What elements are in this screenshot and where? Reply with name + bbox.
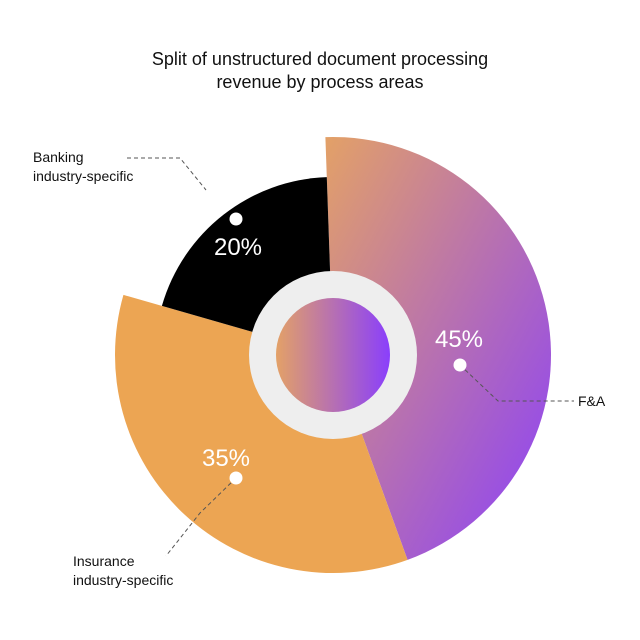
fa-leader-line bbox=[459, 364, 574, 402]
insurance-legend-label-line-2: industry-specific bbox=[73, 572, 173, 588]
chart-title-line-2: revenue by process areas bbox=[216, 72, 424, 92]
chart-title-line-1: Split of unstructured document processin… bbox=[151, 49, 489, 69]
center-core bbox=[276, 298, 390, 412]
banking-legend-label-line-1: Banking bbox=[33, 149, 84, 165]
insurance-legend-label-line-1: Insurance bbox=[73, 553, 135, 569]
chart-title: Split of unstructured document processin… bbox=[0, 48, 640, 94]
fa-marker-dot bbox=[453, 358, 467, 372]
banking-leader-line bbox=[127, 157, 207, 191]
insurance-marker-dot bbox=[229, 471, 243, 485]
fa-value-label: 45% bbox=[435, 326, 483, 353]
insurance-value-label: 35% bbox=[202, 445, 250, 472]
banking-value-label: 20% bbox=[214, 234, 262, 261]
fa-legend-label: F&A bbox=[578, 393, 606, 409]
slice-fa[interactable] bbox=[325, 137, 551, 560]
insurance-leader-line bbox=[165, 477, 237, 557]
banking-marker-dot bbox=[229, 212, 243, 226]
banking-legend-label-line-2: industry-specific bbox=[33, 168, 133, 184]
